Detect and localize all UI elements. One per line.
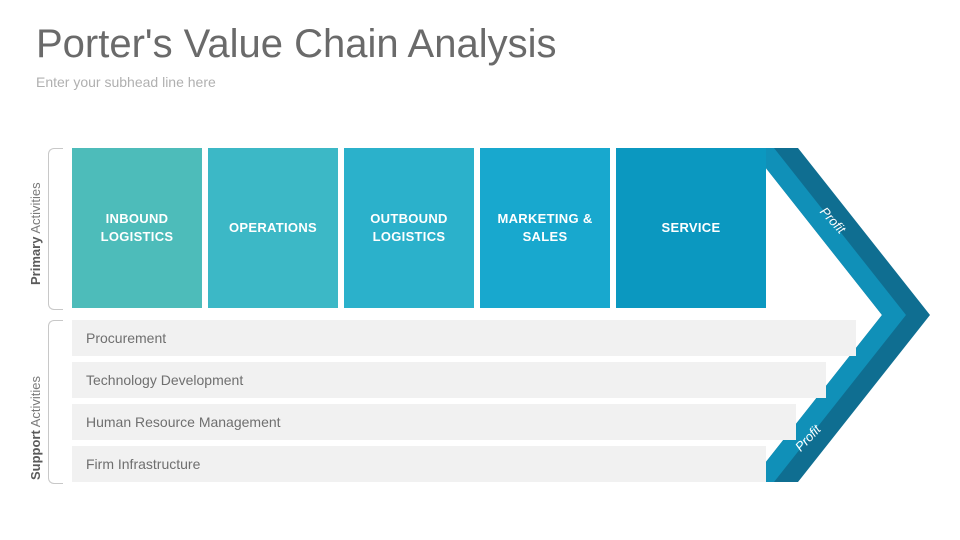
primary-box-4: SERVICE (616, 148, 766, 308)
primary-label-bold: Primary (28, 237, 43, 285)
support-row-2: Human Resource Management (72, 404, 796, 440)
support-row-1: Technology Development (72, 362, 826, 398)
page-title: Porter's Value Chain Analysis (36, 22, 557, 67)
primary-activities-label: Primary Activities (28, 267, 43, 285)
primary-box-3: MARKETING &SALES (480, 148, 610, 308)
support-activities-list: ProcurementTechnology DevelopmentHuman R… (72, 320, 842, 488)
support-label-bold: Support (28, 430, 43, 480)
primary-box-1: OPERATIONS (208, 148, 338, 308)
primary-brace-icon (48, 148, 63, 310)
value-chain-diagram: Profit Profit INBOUNDLOGISTICSOPERATIONS… (72, 148, 928, 482)
primary-box-2: OUTBOUNDLOGISTICS (344, 148, 474, 308)
page-subtitle: Enter your subhead line here (36, 74, 216, 90)
support-label-rest: Activities (28, 376, 43, 430)
support-row-3: Firm Infrastructure (72, 446, 766, 482)
primary-box-0: INBOUNDLOGISTICS (72, 148, 202, 308)
support-brace-icon (48, 320, 63, 484)
primary-label-rest: Activities (28, 182, 43, 236)
support-activities-label: Support Activities (28, 462, 43, 480)
slide: Porter's Value Chain Analysis Enter your… (0, 0, 960, 540)
primary-activities-row: INBOUNDLOGISTICSOPERATIONSOUTBOUNDLOGIST… (72, 148, 766, 308)
support-row-0: Procurement (72, 320, 856, 356)
